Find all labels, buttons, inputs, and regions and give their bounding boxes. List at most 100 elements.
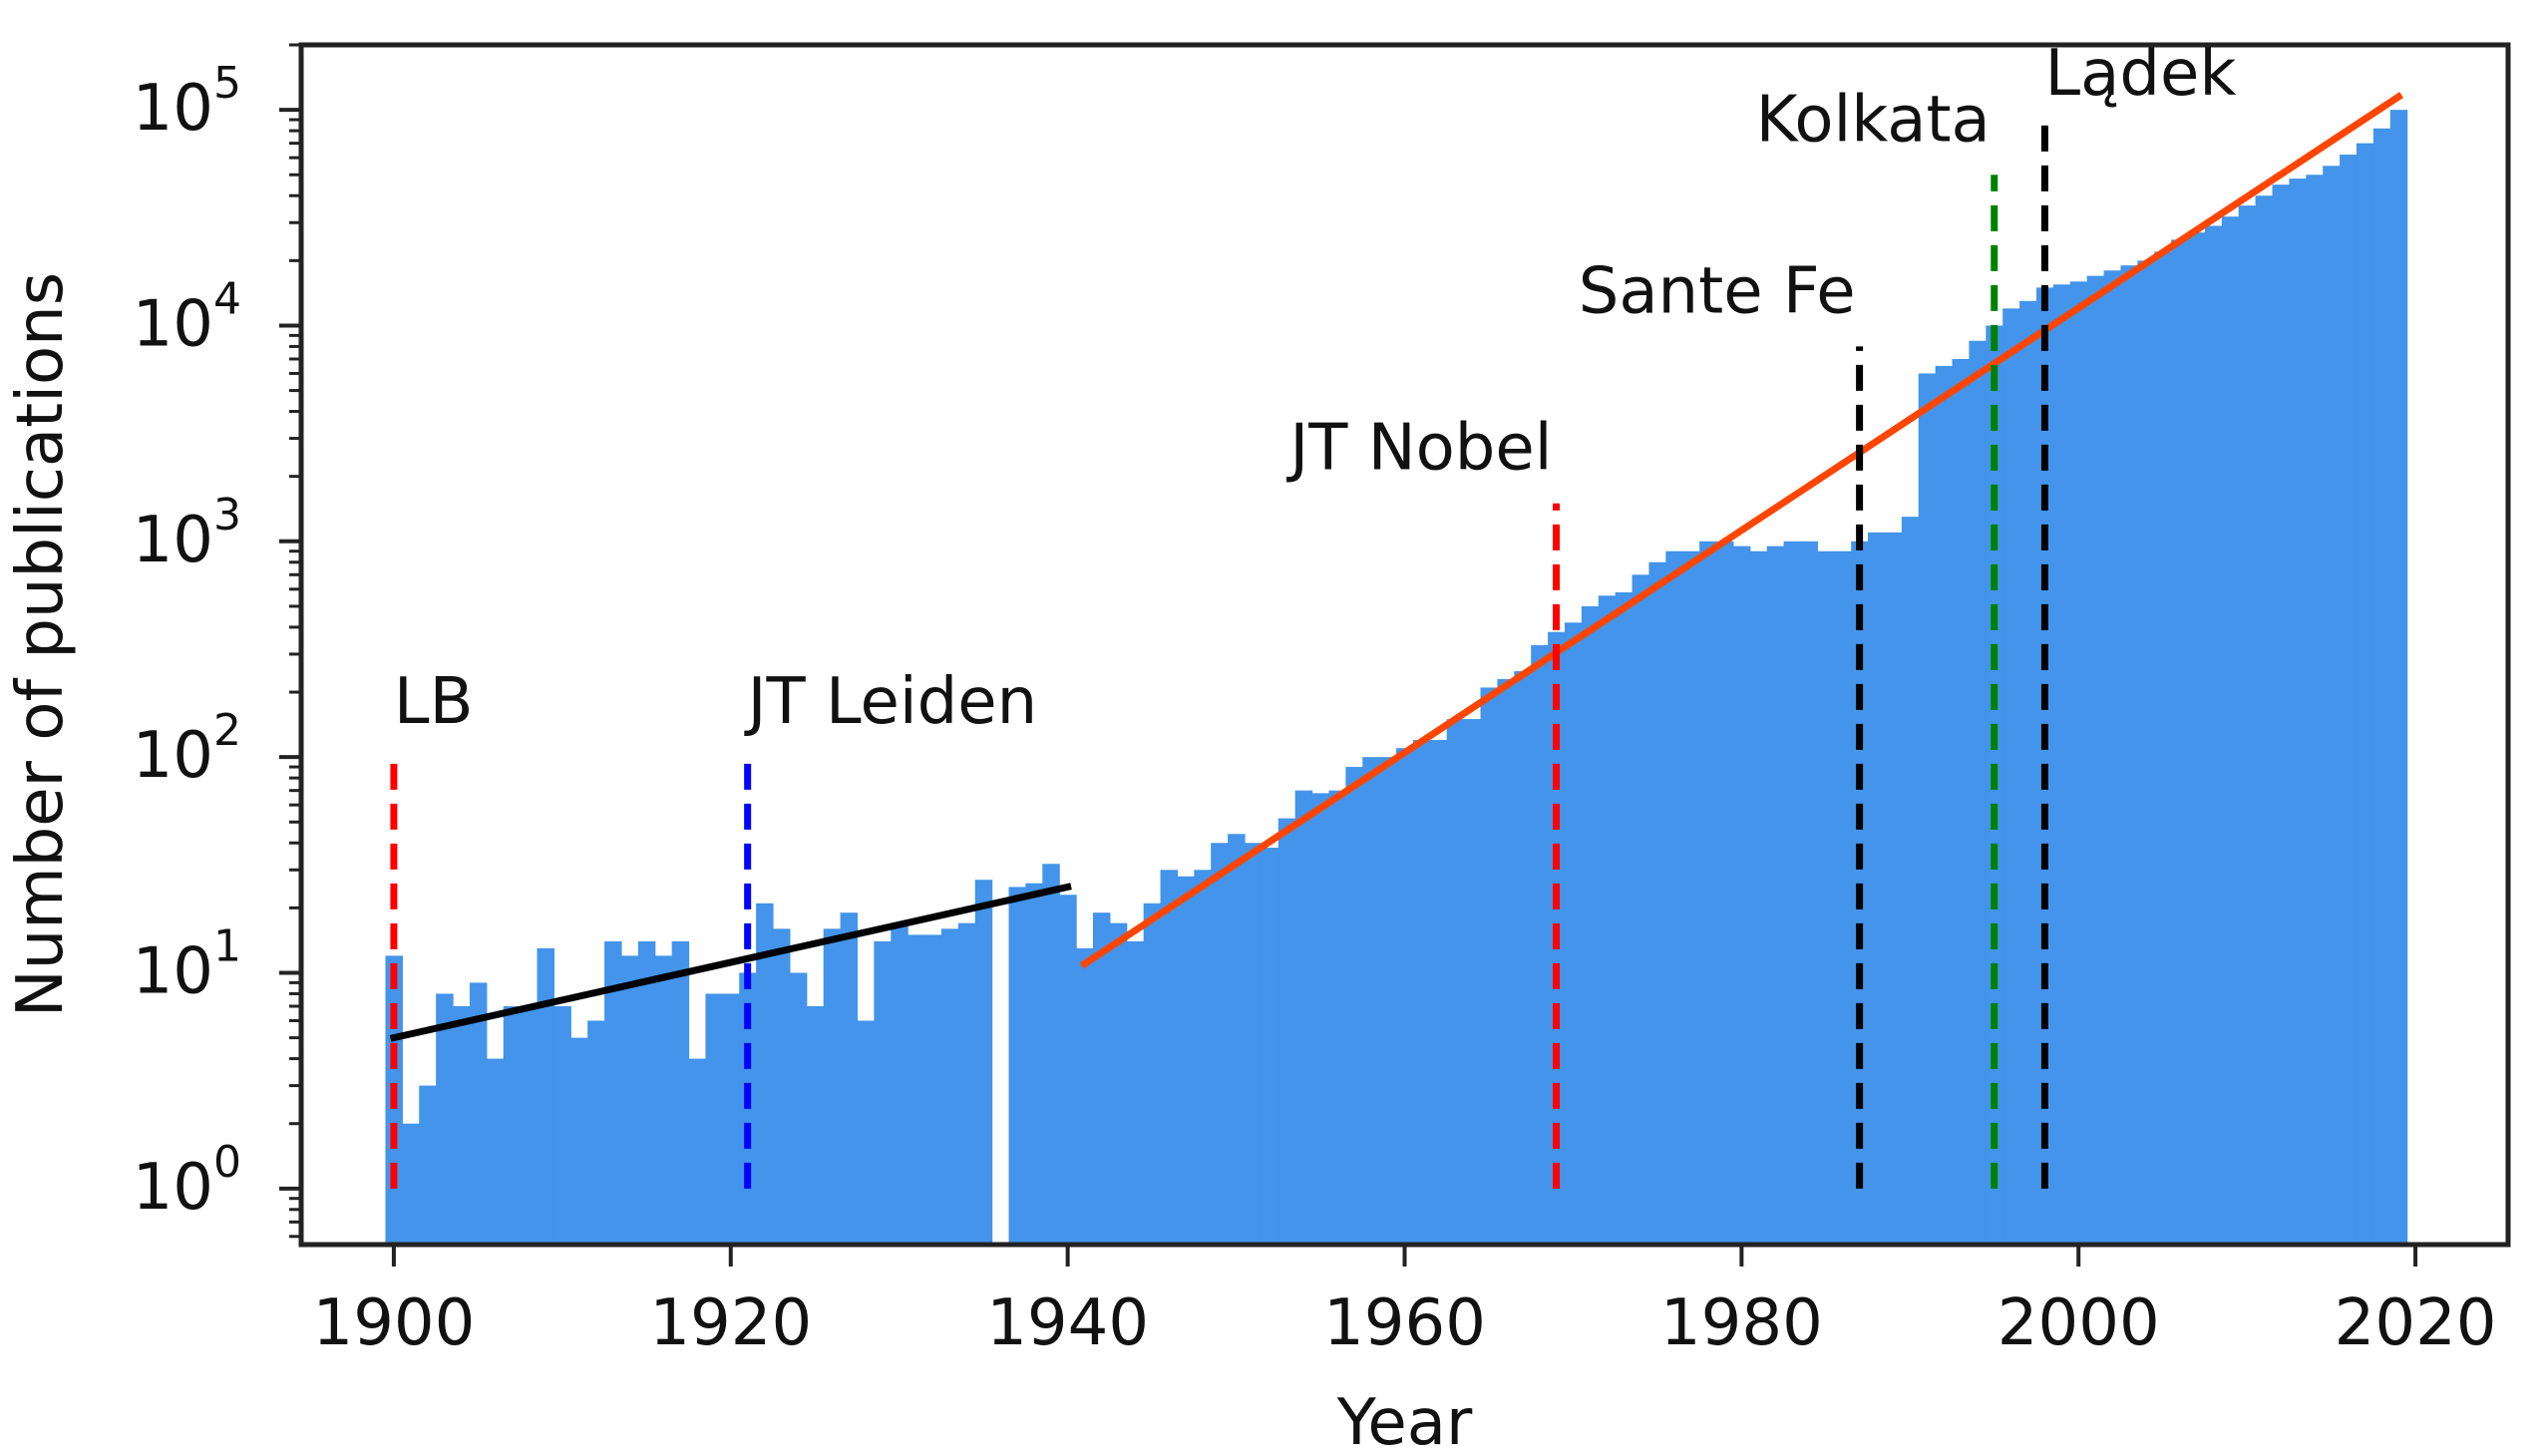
bar-1967 bbox=[1514, 671, 1532, 1245]
event-label-0: LB bbox=[394, 665, 474, 739]
event-label-2: JT Nobel bbox=[1285, 412, 1552, 486]
bar-1910 bbox=[553, 1006, 571, 1245]
y-tick-label-4: 104 bbox=[133, 273, 241, 361]
bar-1915 bbox=[637, 940, 656, 1245]
x-tick-label-2020: 2020 bbox=[2335, 1286, 2497, 1360]
bar-1913 bbox=[604, 940, 622, 1245]
bar-1906 bbox=[486, 1058, 505, 1245]
bar-1988 bbox=[1868, 532, 1886, 1245]
bar-1974 bbox=[1632, 574, 1650, 1245]
bar-2005 bbox=[2154, 251, 2172, 1245]
bar-1981 bbox=[1749, 550, 1768, 1245]
bar-1970 bbox=[1564, 622, 1583, 1245]
bar-2001 bbox=[2086, 275, 2105, 1245]
y-axis: 100 101 102 103 104 105 bbox=[133, 43, 301, 1239]
modern-fit-line bbox=[1079, 92, 2404, 969]
bar-1945 bbox=[1143, 903, 1162, 1245]
bar-1930 bbox=[891, 922, 908, 1245]
bar-1999 bbox=[2052, 284, 2071, 1245]
bar-1946 bbox=[1160, 870, 1179, 1245]
bar-2004 bbox=[2137, 260, 2155, 1246]
bar-1917 bbox=[671, 940, 690, 1245]
event-label-3: Sante Fe bbox=[1579, 254, 1856, 328]
bar-1956 bbox=[1328, 790, 1346, 1245]
bar-1944 bbox=[1126, 940, 1145, 1245]
bar-1986 bbox=[1834, 550, 1852, 1245]
bar-1914 bbox=[620, 955, 639, 1245]
bar-2017 bbox=[2356, 143, 2374, 1245]
x-tick-label-1980: 1980 bbox=[1660, 1286, 1823, 1360]
bar-1929 bbox=[874, 940, 892, 1245]
bar-1991 bbox=[1918, 373, 1937, 1246]
bar-2010 bbox=[2238, 205, 2257, 1245]
y-tick-label-3: 103 bbox=[133, 490, 241, 577]
bar-1972 bbox=[1598, 595, 1617, 1245]
bar-2009 bbox=[2221, 216, 2240, 1246]
y-tick-label-2: 102 bbox=[133, 705, 241, 793]
bar-1927 bbox=[840, 912, 859, 1245]
bar-1951 bbox=[1245, 843, 1263, 1245]
bar-2000 bbox=[2069, 281, 2088, 1245]
bar-1994 bbox=[1969, 340, 1987, 1245]
bar-1924 bbox=[789, 972, 808, 1245]
bar-2006 bbox=[2171, 239, 2189, 1245]
bar-1926 bbox=[823, 928, 842, 1245]
bar-1952 bbox=[1261, 848, 1279, 1245]
bar-1909 bbox=[537, 947, 554, 1245]
bar-1962 bbox=[1429, 740, 1448, 1245]
bar-1948 bbox=[1194, 870, 1212, 1245]
x-tick-label-1940: 1940 bbox=[986, 1286, 1149, 1360]
bar-1943 bbox=[1109, 922, 1128, 1245]
event-label-1: JT Leiden bbox=[744, 665, 1038, 739]
bar-1965 bbox=[1480, 687, 1499, 1245]
bar-1903 bbox=[436, 993, 454, 1245]
bar-1978 bbox=[1699, 541, 1717, 1245]
bar-1902 bbox=[419, 1085, 437, 1245]
bar-1996 bbox=[2002, 308, 2020, 1246]
bar-1919 bbox=[705, 993, 723, 1245]
bar-1963 bbox=[1446, 719, 1465, 1245]
bar-1908 bbox=[520, 1006, 539, 1245]
bar-2003 bbox=[2120, 265, 2138, 1245]
bar-1941 bbox=[1076, 947, 1094, 1245]
bar-1961 bbox=[1412, 740, 1431, 1245]
bar-1931 bbox=[908, 934, 925, 1245]
bar-1990 bbox=[1901, 517, 1920, 1245]
bar-1935 bbox=[974, 880, 993, 1245]
x-tick-label-1960: 1960 bbox=[1323, 1286, 1486, 1360]
bar-1964 bbox=[1463, 719, 1482, 1245]
bar-1953 bbox=[1277, 818, 1296, 1245]
bar-2013 bbox=[2289, 179, 2307, 1246]
bar-1947 bbox=[1177, 876, 1195, 1245]
bar-1922 bbox=[756, 903, 774, 1245]
bar-1973 bbox=[1615, 591, 1634, 1245]
bar-1907 bbox=[503, 1006, 522, 1245]
bar-2007 bbox=[2188, 232, 2206, 1245]
fit-lines-layer bbox=[389, 92, 2404, 1042]
bar-1901 bbox=[402, 1123, 420, 1245]
bar-2016 bbox=[2340, 155, 2358, 1245]
bar-1976 bbox=[1665, 550, 1683, 1245]
bar-1954 bbox=[1294, 790, 1313, 1245]
x-axis-title: Year bbox=[1336, 1386, 1473, 1456]
bar-2019 bbox=[2389, 110, 2408, 1245]
bars-layer bbox=[385, 110, 2408, 1246]
early-fit-line bbox=[389, 883, 1072, 1042]
bar-1933 bbox=[940, 928, 959, 1245]
bar-1940 bbox=[1059, 895, 1077, 1245]
bar-2008 bbox=[2204, 225, 2223, 1245]
bar-1911 bbox=[570, 1037, 588, 1245]
bar-1949 bbox=[1211, 843, 1229, 1245]
bar-1984 bbox=[1800, 541, 1818, 1245]
bar-2018 bbox=[2372, 128, 2391, 1245]
bar-1959 bbox=[1379, 757, 1397, 1245]
bar-1939 bbox=[1042, 864, 1060, 1245]
bar-1957 bbox=[1345, 767, 1363, 1245]
bar-1905 bbox=[469, 982, 488, 1245]
y-tick-label-0: 100 bbox=[133, 1137, 241, 1225]
bar-1979 bbox=[1716, 541, 1734, 1245]
bar-1997 bbox=[2019, 300, 2037, 1245]
x-axis: 1900 1920 1940 1960 1980 2000 2020 bbox=[312, 1245, 2497, 1360]
bar-1938 bbox=[1025, 883, 1043, 1245]
bar-1992 bbox=[1935, 365, 1954, 1245]
